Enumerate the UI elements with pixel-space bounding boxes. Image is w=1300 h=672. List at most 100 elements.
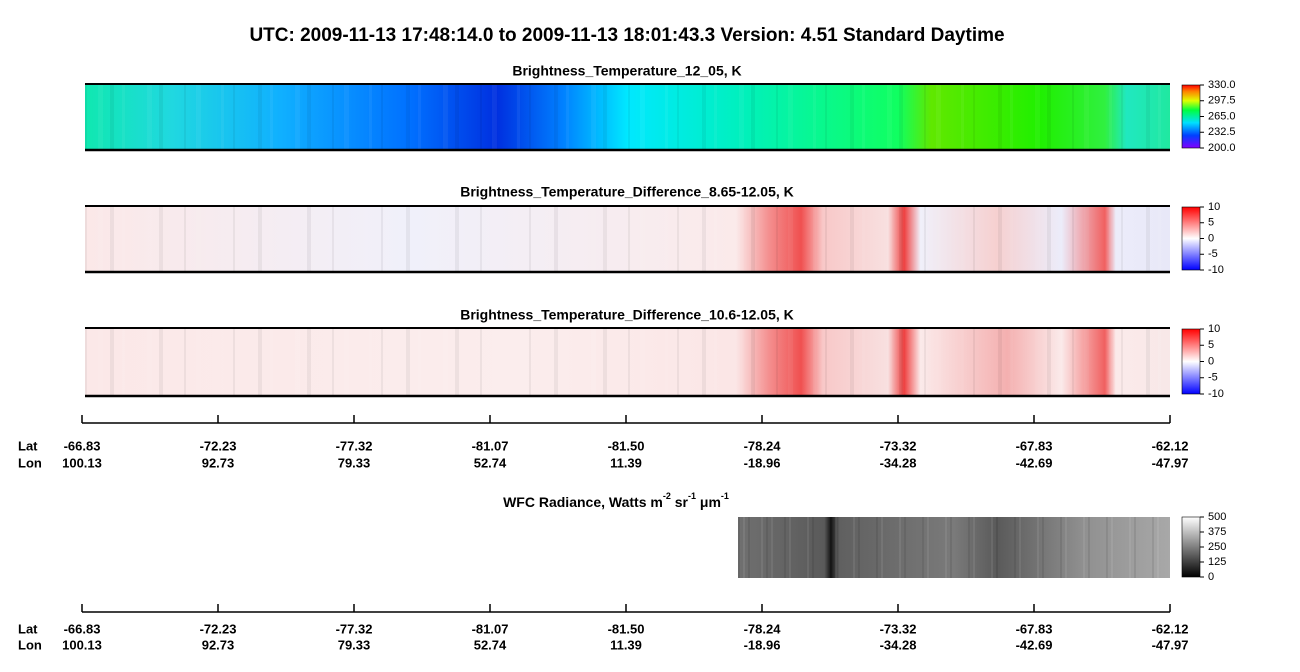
streak <box>258 328 262 396</box>
streak <box>1042 517 1044 578</box>
lon-label: 92.73 <box>202 455 235 470</box>
streak <box>665 206 668 272</box>
colorbar-label: -10 <box>1208 264 1224 276</box>
streak <box>1065 517 1067 578</box>
streak <box>1088 517 1090 578</box>
streak <box>554 84 558 150</box>
streak <box>1060 517 1062 578</box>
streak <box>899 84 903 150</box>
streak <box>221 84 224 150</box>
streak <box>887 328 892 396</box>
streak <box>295 84 300 150</box>
colorbar-label: 200.0 <box>1208 142 1236 154</box>
streak <box>738 517 740 578</box>
streak <box>344 328 349 396</box>
colorbar-label: 375 <box>1208 526 1226 538</box>
streak <box>529 84 531 150</box>
lon-label: -42.69 <box>1016 455 1053 470</box>
title-part: μm <box>696 494 721 510</box>
streak <box>714 84 717 150</box>
lat-label: -62.12 <box>1152 621 1189 636</box>
streak <box>924 328 926 396</box>
image-strip <box>85 328 1170 396</box>
streak <box>381 328 383 396</box>
streak <box>1010 206 1013 272</box>
colorbar-label: 10 <box>1208 323 1220 335</box>
streak <box>369 206 372 272</box>
streak <box>295 328 300 396</box>
colorbar <box>1181 328 1201 395</box>
streak <box>270 328 273 396</box>
streak <box>853 517 855 578</box>
colorbar-label: -5 <box>1208 372 1218 384</box>
streak <box>936 328 941 396</box>
axis-label: Lat <box>18 621 38 636</box>
lat-label: -73.32 <box>880 621 917 636</box>
streak <box>788 84 793 150</box>
colorbar-label: 330.0 <box>1208 79 1236 91</box>
streak <box>812 517 814 578</box>
streak <box>628 206 630 272</box>
streak <box>98 84 103 150</box>
streak <box>603 328 607 396</box>
streak <box>443 206 448 272</box>
lon-label: -34.28 <box>880 637 917 652</box>
lon-label: 11.39 <box>610 455 642 470</box>
streak <box>788 328 793 396</box>
colorbar <box>1181 206 1201 271</box>
streak <box>480 328 482 396</box>
streak <box>835 517 837 578</box>
streak <box>998 84 1002 150</box>
streak <box>344 84 349 150</box>
streak <box>743 517 745 578</box>
streak <box>927 517 929 578</box>
streak <box>862 328 865 396</box>
streak <box>813 84 816 150</box>
streak <box>1084 328 1089 396</box>
streak <box>332 84 334 150</box>
streak <box>899 517 901 578</box>
lon-label: 11.39 <box>610 637 642 652</box>
streak <box>998 328 1002 396</box>
streak <box>936 84 941 150</box>
colorbar-label: 0 <box>1208 355 1214 367</box>
lat-label: -77.32 <box>336 438 373 453</box>
streak <box>381 84 383 150</box>
streak <box>369 328 372 396</box>
streak <box>554 206 558 272</box>
streak <box>996 517 998 578</box>
streak <box>813 206 816 272</box>
streak <box>858 517 860 578</box>
streak <box>1152 517 1154 578</box>
lon-label: -34.28 <box>880 455 917 470</box>
panel-title: Brightness_Temperature_12_05, K <box>512 63 741 79</box>
streak <box>406 328 410 396</box>
streak <box>1121 328 1123 396</box>
streak <box>1072 84 1074 150</box>
streak <box>566 206 569 272</box>
streak <box>771 517 773 578</box>
streak <box>270 84 273 150</box>
streak <box>1072 206 1074 272</box>
figure-title: UTC: 2009-11-13 17:48:14.0 to 2009-11-13… <box>249 25 1004 46</box>
streak <box>961 84 964 150</box>
streak <box>147 206 152 272</box>
streak <box>122 328 125 396</box>
streak <box>418 328 421 396</box>
streak <box>1158 328 1161 396</box>
streak <box>1146 328 1150 396</box>
streak <box>862 84 865 150</box>
streak <box>591 84 596 150</box>
colorbar-label: -5 <box>1208 248 1218 260</box>
streak <box>258 206 262 272</box>
streak <box>110 84 114 150</box>
streak <box>1035 206 1040 272</box>
streak <box>1109 328 1112 396</box>
streak <box>739 206 744 272</box>
streak <box>899 206 903 272</box>
streak <box>332 328 334 396</box>
streak <box>270 206 273 272</box>
lat-label: -81.07 <box>472 621 509 636</box>
streak <box>529 206 531 272</box>
